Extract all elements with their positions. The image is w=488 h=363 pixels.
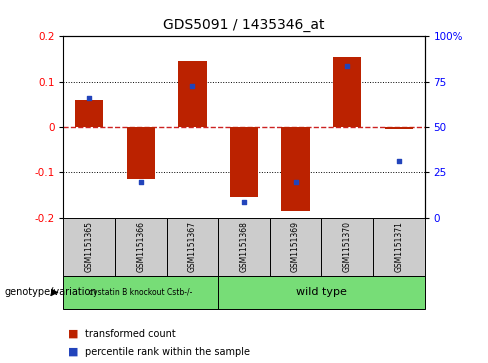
- Bar: [178, 61, 206, 127]
- Point: [240, 199, 248, 205]
- Bar: [166, 218, 218, 276]
- Bar: [322, 218, 373, 276]
- Bar: [127, 127, 155, 179]
- Bar: [75, 100, 103, 127]
- Bar: [218, 218, 270, 276]
- Text: GSM1151370: GSM1151370: [343, 221, 352, 272]
- Text: GSM1151369: GSM1151369: [291, 221, 300, 272]
- Bar: [270, 218, 322, 276]
- Bar: [63, 276, 218, 309]
- Text: GSM1151366: GSM1151366: [136, 221, 145, 272]
- Point: [292, 179, 300, 184]
- Text: wild type: wild type: [296, 287, 347, 297]
- Point: [137, 179, 145, 184]
- Text: GSM1151365: GSM1151365: [85, 221, 94, 272]
- Point: [85, 95, 93, 101]
- Text: GSM1151367: GSM1151367: [188, 221, 197, 272]
- Bar: [115, 218, 166, 276]
- Title: GDS5091 / 1435346_at: GDS5091 / 1435346_at: [163, 19, 325, 33]
- Text: GSM1151368: GSM1151368: [240, 221, 248, 272]
- Text: GSM1151371: GSM1151371: [394, 221, 403, 272]
- Text: percentile rank within the sample: percentile rank within the sample: [85, 347, 250, 357]
- Bar: [373, 218, 425, 276]
- Point: [343, 63, 351, 69]
- Text: cystatin B knockout Cstb-/-: cystatin B knockout Cstb-/-: [89, 288, 192, 297]
- Text: ■: ■: [68, 329, 79, 339]
- Bar: [282, 127, 310, 211]
- Text: ■: ■: [68, 347, 79, 357]
- Text: genotype/variation: genotype/variation: [5, 287, 98, 297]
- Bar: [385, 127, 413, 129]
- Bar: [333, 57, 362, 127]
- Text: ▶: ▶: [51, 287, 59, 297]
- Bar: [63, 218, 115, 276]
- Point: [395, 158, 403, 164]
- Bar: [230, 127, 258, 197]
- Text: transformed count: transformed count: [85, 329, 176, 339]
- Bar: [218, 276, 425, 309]
- Point: [188, 83, 196, 89]
